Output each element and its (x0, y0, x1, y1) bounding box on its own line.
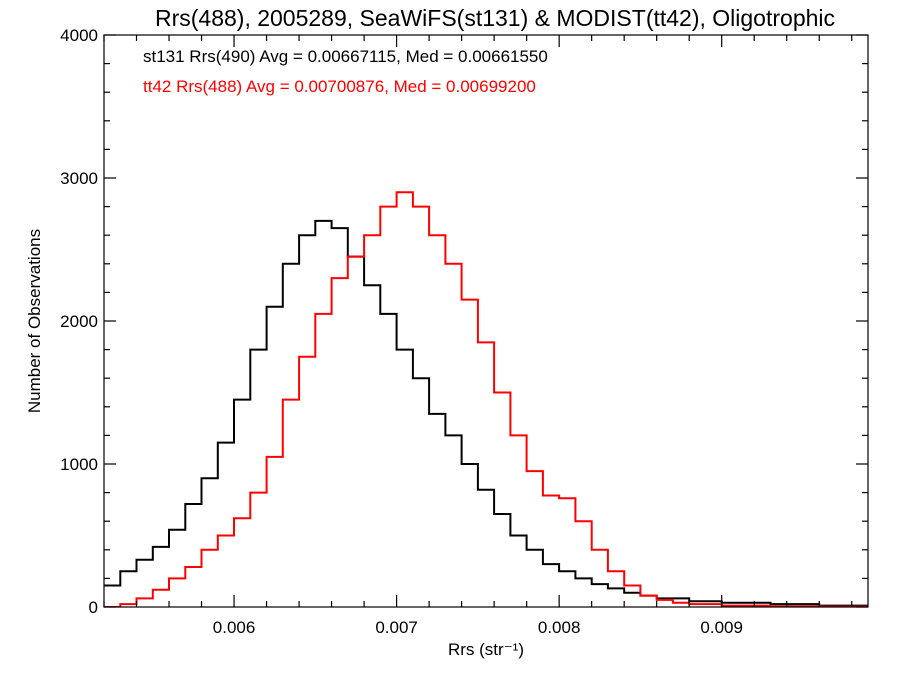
y-tick-label: 0 (89, 598, 98, 617)
annotation-tt42: tt42 Rrs(488) Avg = 0.00700876, Med = 0.… (143, 77, 536, 96)
y-tick-label: 2000 (60, 312, 98, 331)
chart-title: Rrs(488), 2005289, SeaWiFS(st131) & MODI… (155, 5, 835, 31)
plot-frame (103, 34, 869, 608)
y-tick-label: 4000 (60, 26, 98, 45)
x-tick-label: 0.007 (375, 618, 418, 637)
x-axis-label: Rrs (str⁻¹) (448, 640, 524, 659)
y-tick-label: 3000 (60, 169, 98, 188)
y-tick-label: 1000 (60, 455, 98, 474)
x-tick-label: 0.008 (538, 618, 581, 637)
y-axis-label: Number of Observations (25, 229, 44, 413)
annotation-st131: st131 Rrs(490) Avg = 0.00667115, Med = 0… (143, 47, 548, 66)
ticks-layer: 0.006 0.007 0.008 0.009 0 1000 2000 3000 4000 (60, 26, 868, 637)
series-layer (104, 191, 868, 607)
series-line-1 (104, 191, 868, 607)
x-tick-label: 0.009 (700, 618, 743, 637)
x-tick-label: 0.006 (213, 618, 256, 637)
